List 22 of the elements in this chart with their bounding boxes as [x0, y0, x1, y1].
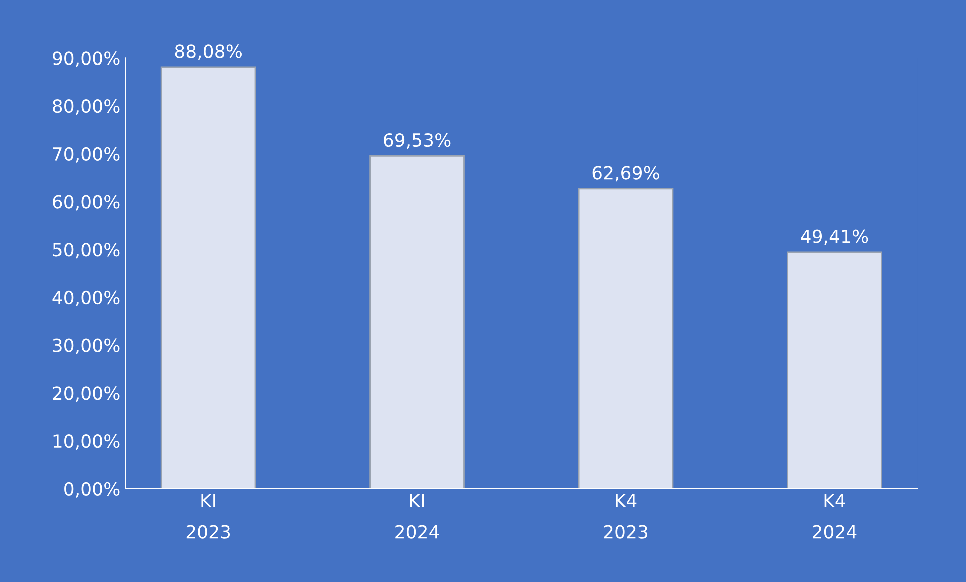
bar — [160, 66, 256, 489]
y-tick-label: 80,00% — [53, 100, 120, 116]
x-tick-label: K4 2024 — [813, 494, 857, 539]
y-tick-label: 90,00% — [53, 52, 120, 68]
bar — [787, 252, 882, 489]
y-tick-label: 50,00% — [53, 243, 120, 259]
y-tick-label: 0,00% — [64, 482, 120, 498]
data-label: 88,08% — [175, 44, 242, 60]
y-tick-label: 40,00% — [52, 290, 120, 306]
x-tick-label: K4 2023 — [604, 494, 648, 539]
data-label: 49,41% — [801, 230, 868, 246]
y-tick-label: 10,00% — [54, 434, 120, 450]
data-label: 69,53% — [384, 133, 451, 149]
y-tick-label: 70,00% — [53, 147, 120, 163]
x-tick-label: KI 2024 — [396, 494, 440, 539]
y-tick-label: 60,00% — [53, 195, 120, 211]
y-tick-label: 20,00% — [53, 386, 120, 402]
y-tick-label: 30,00% — [53, 338, 120, 354]
data-label: 62,69% — [592, 166, 660, 182]
bar — [578, 188, 674, 489]
bar — [370, 155, 465, 489]
x-tick-label: KI 2023 — [186, 494, 230, 539]
